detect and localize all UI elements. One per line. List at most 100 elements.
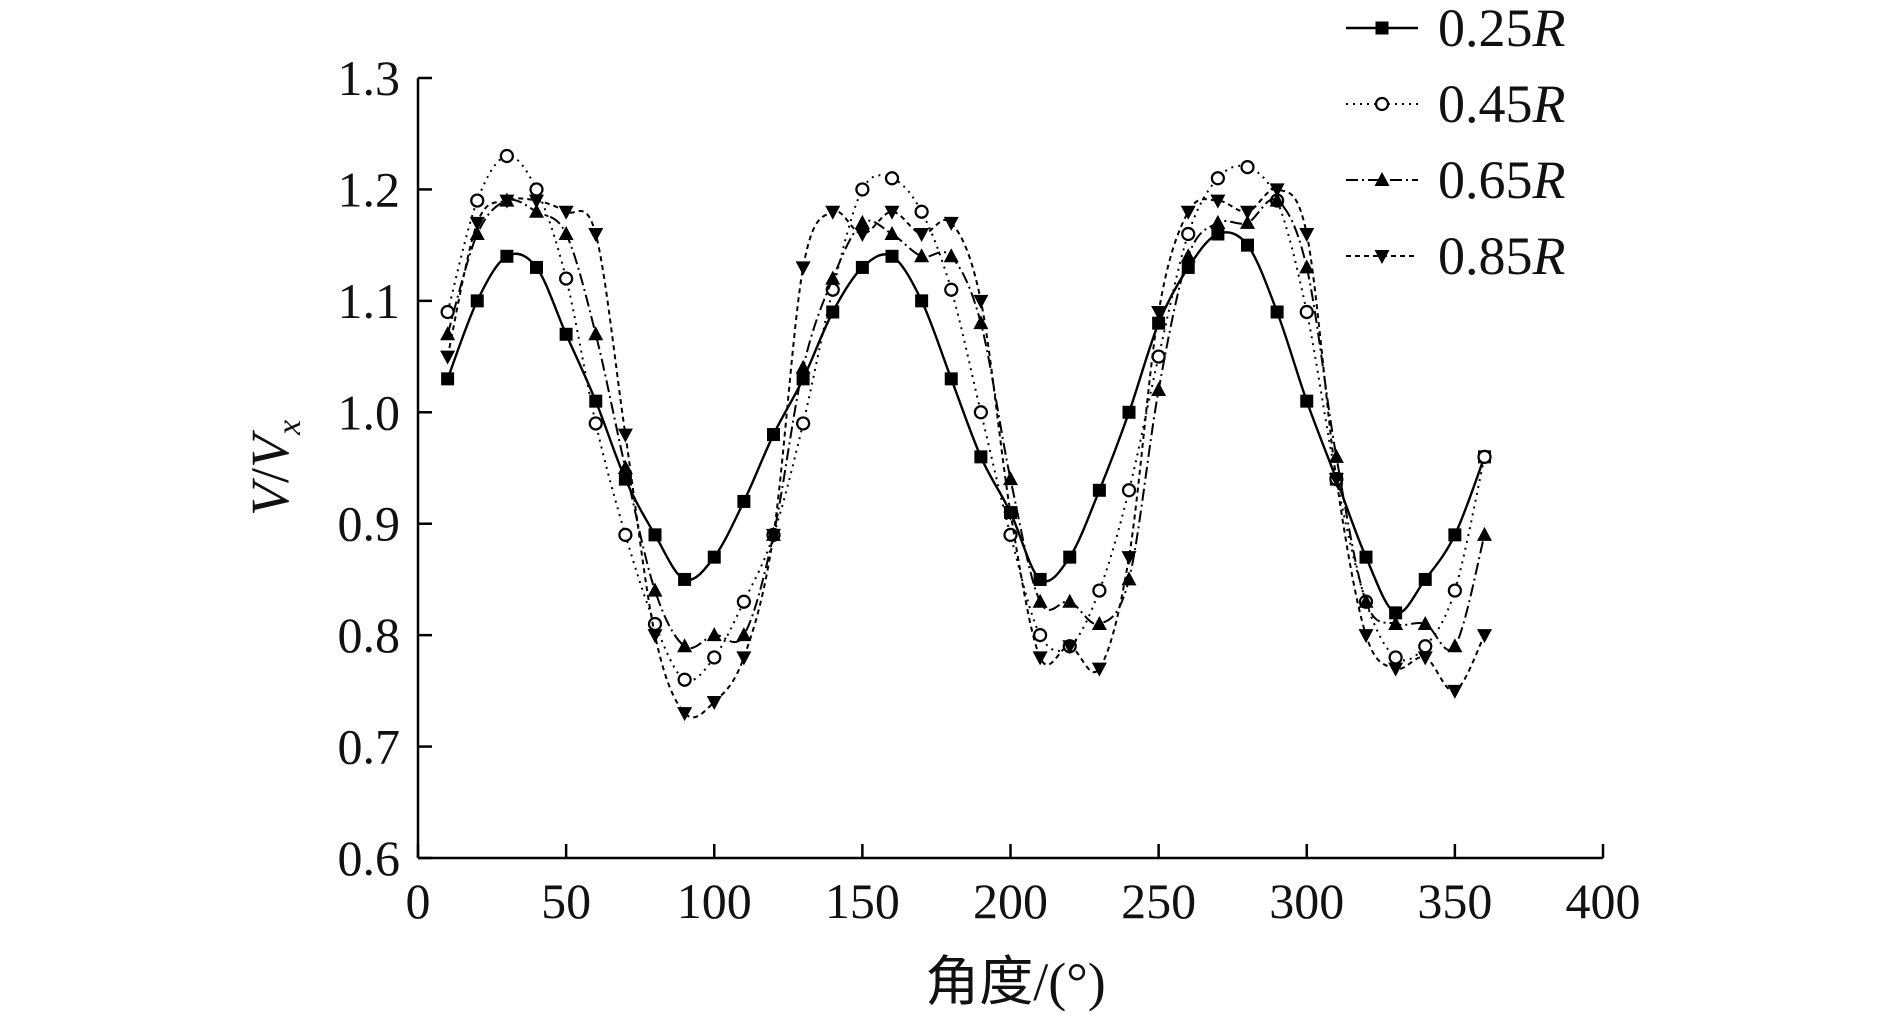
data-point-legend-0.85R xyxy=(1374,250,1390,264)
x-axis-label: 角度/(°) xyxy=(925,952,1106,1012)
data-point-0.25R xyxy=(559,327,573,341)
data-point-0.45R xyxy=(707,650,722,665)
data-point-0.85R xyxy=(1240,205,1255,220)
data-point-0.85R xyxy=(558,205,574,220)
data-point-0.25R xyxy=(885,249,899,263)
data-point-0.45R xyxy=(1299,304,1314,320)
data-point-0.45R xyxy=(588,416,603,431)
legend-label-variable: R xyxy=(1532,226,1566,286)
y-tick-label: 0.9 xyxy=(338,496,401,552)
data-point-0.25R xyxy=(648,528,662,542)
data-point-0.65R xyxy=(1240,214,1255,229)
data-point-0.45R xyxy=(1151,349,1166,364)
axes: 0 50 100 150 200 250 300 350 400 0.6 0.7 0.8 0.9 1.0 1… xyxy=(240,50,1641,1012)
data-point-0.85R xyxy=(440,350,456,365)
data-point-0.25R xyxy=(1181,260,1195,274)
data-point-0.65R xyxy=(1388,616,1404,630)
data-point-0.65R xyxy=(854,214,870,229)
data-point-0.85R xyxy=(914,228,930,242)
data-point-0.85R xyxy=(766,528,781,543)
data-point-0.45R xyxy=(440,304,455,320)
data-point-0.85R xyxy=(1121,551,1137,566)
data-point-0.45R xyxy=(1210,171,1225,186)
data-point-0.85R xyxy=(1269,183,1285,198)
data-point-0.65R xyxy=(1299,259,1315,274)
data-point-0.85R xyxy=(943,216,959,231)
data-point-legend-0.25R xyxy=(1375,21,1389,35)
data-point-0.45R xyxy=(1121,483,1137,498)
x-tick-label: 50 xyxy=(541,873,591,929)
data-point-0.45R xyxy=(499,148,514,164)
data-point-0.45R xyxy=(855,182,870,197)
data-point-0.25R xyxy=(915,294,929,308)
x-tick-label: 150 xyxy=(825,873,900,929)
data-point-0.65R xyxy=(647,582,663,597)
data-point-0.25R xyxy=(1122,405,1136,419)
data-point-0.65R xyxy=(914,248,930,263)
series-line-0.65R xyxy=(446,198,1486,651)
data-point-0.65R xyxy=(736,627,752,642)
data-point-0.65R xyxy=(825,270,841,285)
data-point-0.65R xyxy=(1328,448,1344,463)
data-point-0.25R xyxy=(1300,394,1314,408)
data-point-0.85R xyxy=(706,696,722,710)
data-point-0.25R xyxy=(1359,550,1373,564)
data-point-0.65R xyxy=(469,226,485,240)
legend-label-number: 0.45 xyxy=(1438,74,1533,134)
data-point-0.65R xyxy=(1269,192,1285,207)
x-tick-label: 200 xyxy=(973,873,1048,929)
data-point-0.45R xyxy=(1388,650,1403,665)
data-point-0.25R xyxy=(944,372,958,386)
data-point-0.65R xyxy=(529,203,544,218)
data-point-0.85R xyxy=(1388,662,1404,677)
data-point-0.85R xyxy=(1032,651,1048,666)
data-point-0.45R xyxy=(1418,639,1433,654)
x-tick-label: 400 xyxy=(1566,873,1641,929)
data-point-0.25R xyxy=(1270,305,1284,319)
data-point-0.45R xyxy=(1092,583,1107,598)
data-point-0.85R xyxy=(1417,651,1433,666)
data-point-0.85R xyxy=(1151,306,1167,320)
data-point-0.65R xyxy=(588,326,604,341)
data-point-0.65R xyxy=(1358,593,1374,608)
data-point-0.45R xyxy=(1447,583,1462,598)
data-point-0.85R xyxy=(1210,194,1226,209)
data-point-0.85R xyxy=(647,629,663,644)
legend-label-variable: R xyxy=(1532,74,1566,134)
y-label-main: V xyxy=(240,477,300,516)
y-tick-label: 1.0 xyxy=(338,384,401,440)
data-point-0.45R xyxy=(1240,160,1255,175)
data-point-0.85R xyxy=(677,707,693,722)
data-point-0.85R xyxy=(499,194,515,209)
plot-area xyxy=(440,148,1492,722)
x-tick-label: 350 xyxy=(1417,873,1492,929)
data-point-legend-0.45R xyxy=(1374,96,1390,112)
data-point-0.45R xyxy=(559,271,574,286)
data-point-0.65R xyxy=(617,460,633,474)
data-point-0.45R xyxy=(677,672,692,687)
y-tick-label: 0.8 xyxy=(338,607,401,663)
data-point-0.85R xyxy=(1091,662,1107,677)
y-tick-label: 0.6 xyxy=(338,830,401,886)
data-point-0.85R xyxy=(973,294,989,309)
legend-label: 0.25R xyxy=(1438,0,1566,58)
data-point-0.25R xyxy=(1448,528,1462,542)
data-point-0.85R xyxy=(1358,629,1374,644)
data-point-0.45R xyxy=(796,416,811,431)
data-point-0.25R xyxy=(470,294,484,308)
data-point-0.45R xyxy=(914,204,929,219)
data-point-0.25R xyxy=(441,372,455,386)
data-point-0.65R xyxy=(1417,616,1433,630)
legend-item-0.25R: 0.25R xyxy=(1346,0,1566,58)
data-point-0.45R xyxy=(470,193,485,208)
data-point-legend-0.65R xyxy=(1374,172,1390,186)
data-point-0.85R xyxy=(617,428,633,443)
data-point-0.65R xyxy=(1447,638,1463,653)
data-point-0.45R xyxy=(1181,226,1196,242)
data-point-0.65R xyxy=(706,627,722,642)
x-tick-label: 250 xyxy=(1121,873,1196,929)
y-label-subscript: x xyxy=(271,420,308,436)
legend-label: 0.65R xyxy=(1438,150,1566,210)
